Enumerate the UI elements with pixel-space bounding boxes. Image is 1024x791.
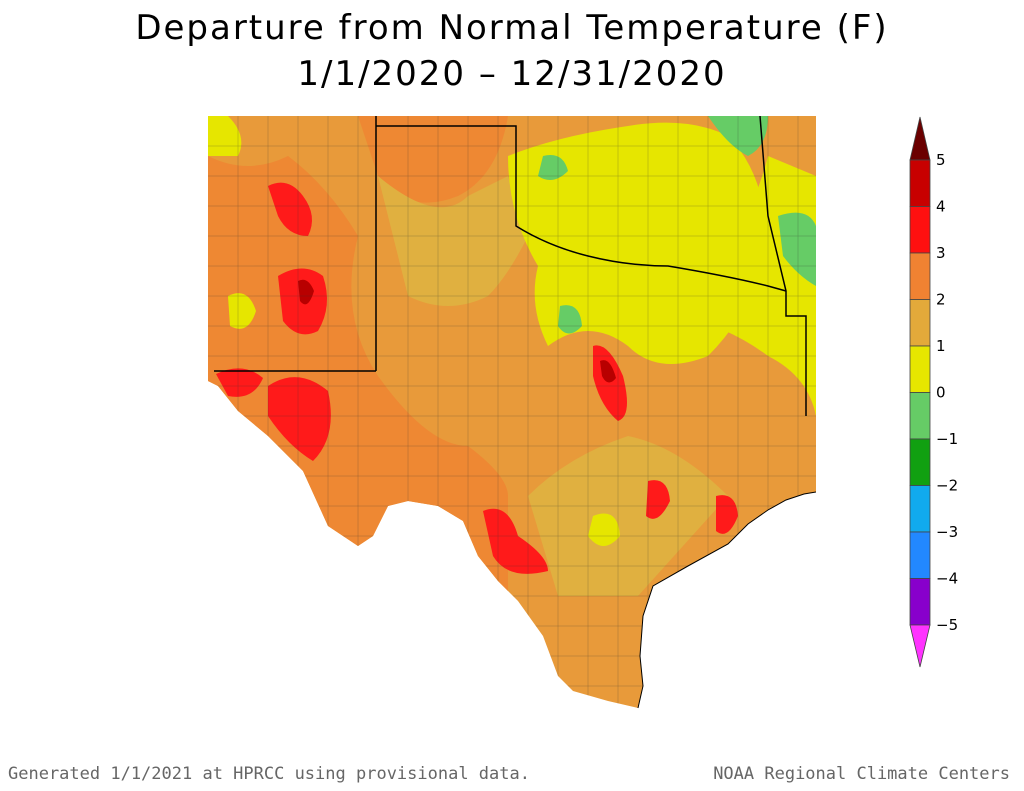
legend-swatch (909, 485, 931, 533)
well-above-normal-dark-red-patch-2 (600, 360, 616, 383)
county-grid (208, 116, 816, 708)
above-normal-red-region (268, 377, 331, 461)
legend-tick-label: 0 (936, 384, 946, 402)
legend-tick-label: −2 (936, 477, 958, 495)
legend-swatch (909, 252, 931, 300)
legend-tick-label: 3 (936, 244, 946, 262)
legend-top-arrow (909, 116, 931, 161)
state-borders (214, 116, 807, 416)
legend-swatch (909, 206, 931, 254)
above-normal-red-region-6 (646, 480, 670, 519)
near-normal-yellow-patch (228, 293, 256, 329)
legend-colorbar: 5 4 3 2 1 0 −1 −2 −3 −4 −5 (909, 116, 958, 668)
source-credit: NOAA Regional Climate Centers (713, 764, 1010, 784)
legend-tick-label: 4 (936, 198, 946, 216)
legend-tick-label: 5 (936, 151, 946, 169)
legend-tick-label: −5 (936, 616, 958, 634)
temperature-departure-map (208, 116, 816, 709)
legend-tick-label: 1 (936, 337, 946, 355)
above-normal-red-region-2 (268, 182, 312, 236)
legend-swatch (909, 299, 931, 347)
gold-departure-region (378, 176, 528, 306)
legend-tick-label: −3 (936, 523, 958, 541)
orange-departure-region-north (358, 116, 508, 203)
legend-bottom-arrow (909, 624, 931, 668)
legend-swatch (909, 531, 931, 579)
map-title: Departure from Normal Temperature (F) (135, 8, 889, 48)
legend-swatch (909, 392, 931, 440)
below-normal-green-region-east (778, 212, 816, 286)
below-normal-green-patch (538, 155, 568, 180)
legend-swatch (909, 345, 931, 393)
map-date-range: 1/1/2020 – 12/31/2020 (297, 54, 727, 94)
near-normal-yellow-patch-south (588, 513, 620, 546)
below-normal-green-patch-central (558, 305, 582, 334)
gulf-coastline (637, 491, 816, 709)
legend-tick-label: 2 (936, 291, 946, 309)
legend-tick-label: −1 (936, 430, 958, 448)
legend-swatch (909, 159, 931, 207)
legend-tick-label: −4 (936, 570, 958, 588)
legend-swatch (909, 578, 931, 626)
above-normal-red-region-7 (716, 495, 738, 534)
above-normal-red-region-5 (483, 508, 548, 574)
well-above-normal-dark-red-patch (298, 279, 314, 305)
generation-note: Generated 1/1/2021 at HPRCC using provis… (8, 764, 530, 784)
above-normal-red-region-8 (216, 368, 263, 397)
legend-swatch (909, 438, 931, 486)
